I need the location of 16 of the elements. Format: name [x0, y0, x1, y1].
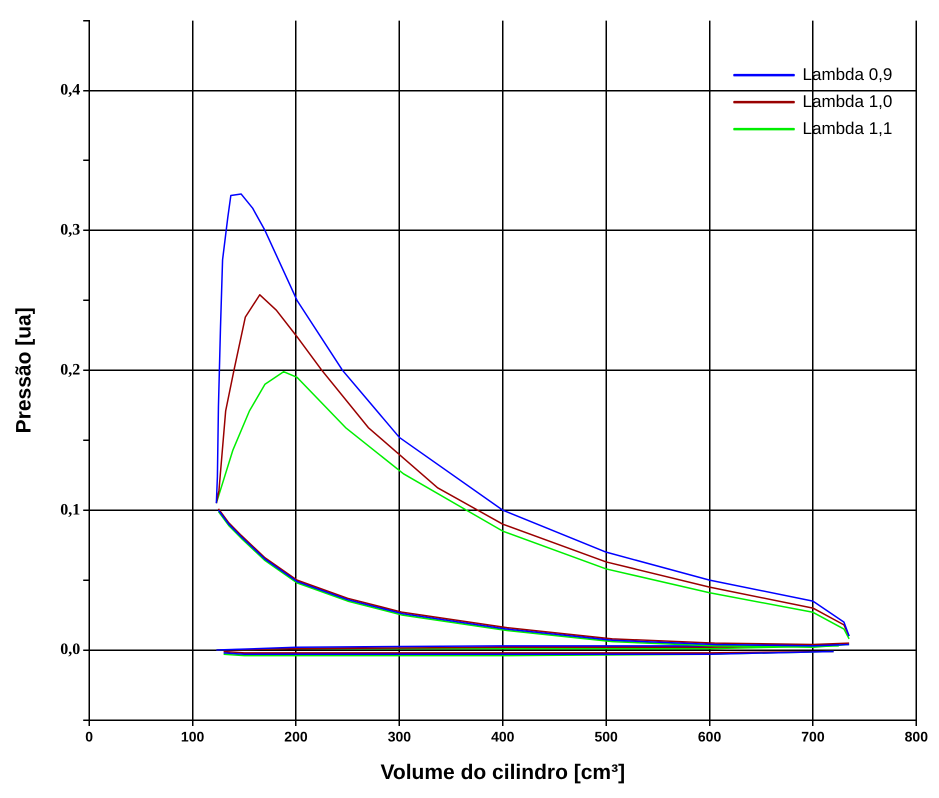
x-tick-label: 500 — [594, 728, 618, 744]
x-tick-label: 0 — [85, 728, 94, 744]
y-tick-label: 0,3 — [60, 222, 80, 239]
x-tick-label: 400 — [491, 728, 515, 744]
x-axis-title: Volume do cilindro [cm³] — [380, 761, 626, 784]
x-tick-label: 200 — [284, 728, 308, 744]
x-tick-label: 700 — [801, 728, 825, 744]
x-tick-label: 100 — [180, 728, 204, 744]
y-tick-label: 0,1 — [60, 501, 80, 518]
x-tick-label: 600 — [698, 728, 722, 744]
y-tick-label: 0,2 — [60, 361, 80, 378]
y-tick-label: 0,0 — [60, 641, 80, 658]
x-tick-label: 800 — [904, 728, 928, 744]
y-axis-title: Pressão [ua] — [12, 307, 36, 434]
y-tick-label: 0,4 — [60, 82, 80, 99]
x-tick-label: 300 — [388, 728, 412, 744]
